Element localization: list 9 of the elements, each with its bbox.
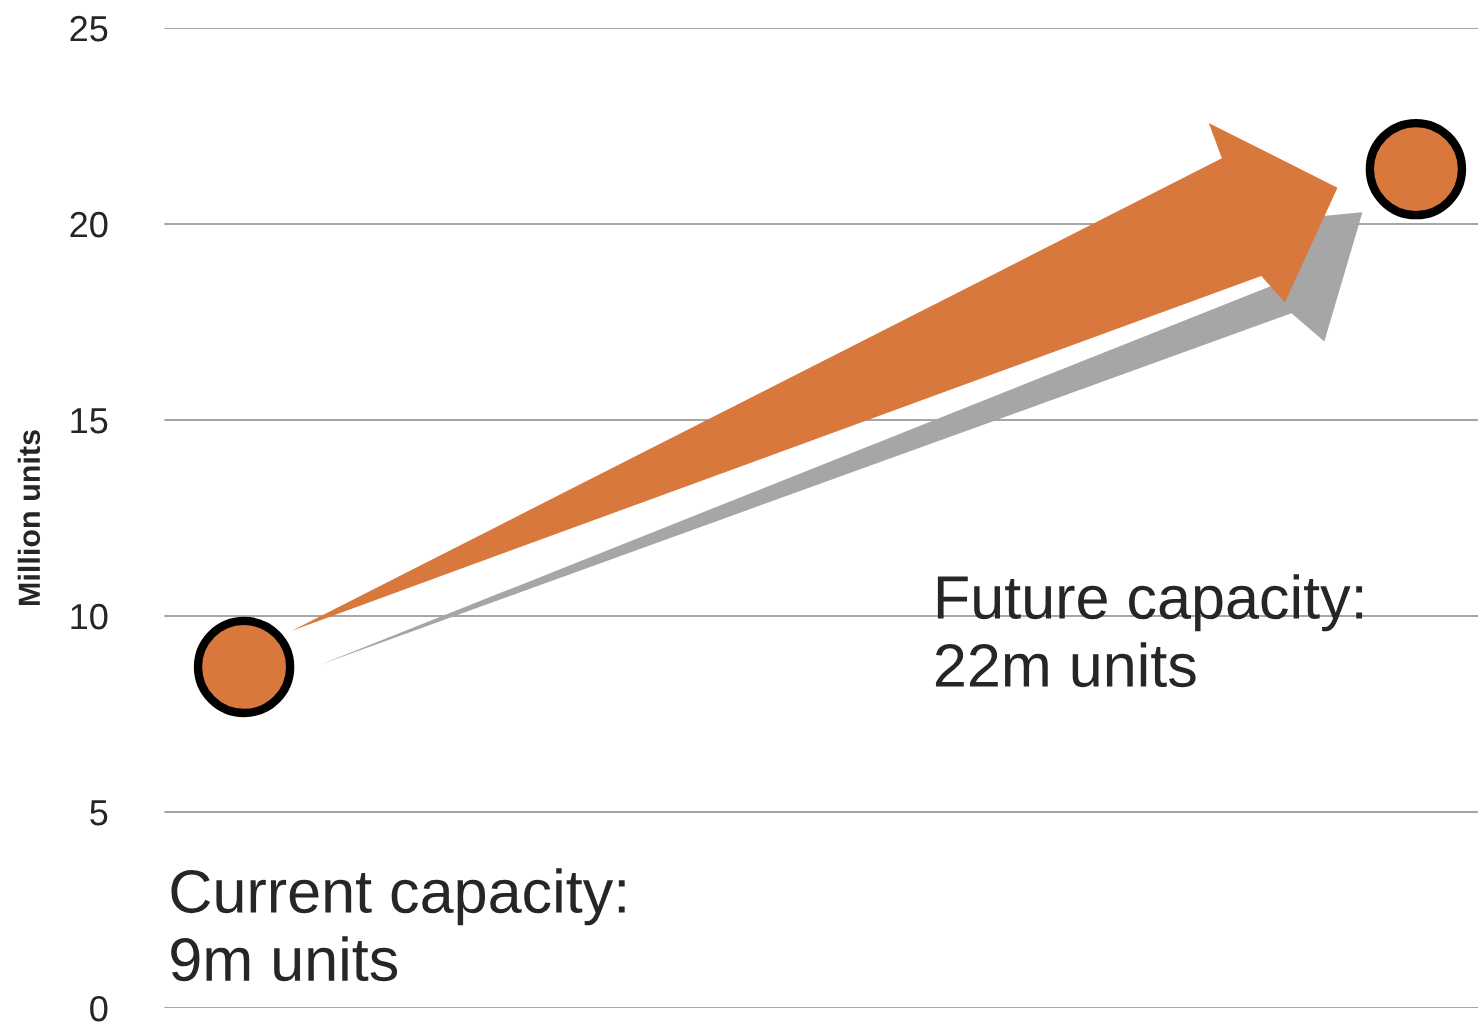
y-axis-title: Million units: [17, 430, 41, 606]
y-tick-label: 20: [70, 211, 108, 238]
y-tick-label: 25: [70, 15, 108, 42]
y-tick-label: 5: [90, 800, 108, 826]
y-tick-label: 0: [90, 995, 108, 1022]
annotation: Current capacity: 9m units: [171, 868, 625, 982]
annotation: Future capacity: 22m units: [935, 574, 1363, 688]
y-tick-label: 10: [71, 603, 108, 630]
y-tick-label: 15: [71, 408, 108, 434]
